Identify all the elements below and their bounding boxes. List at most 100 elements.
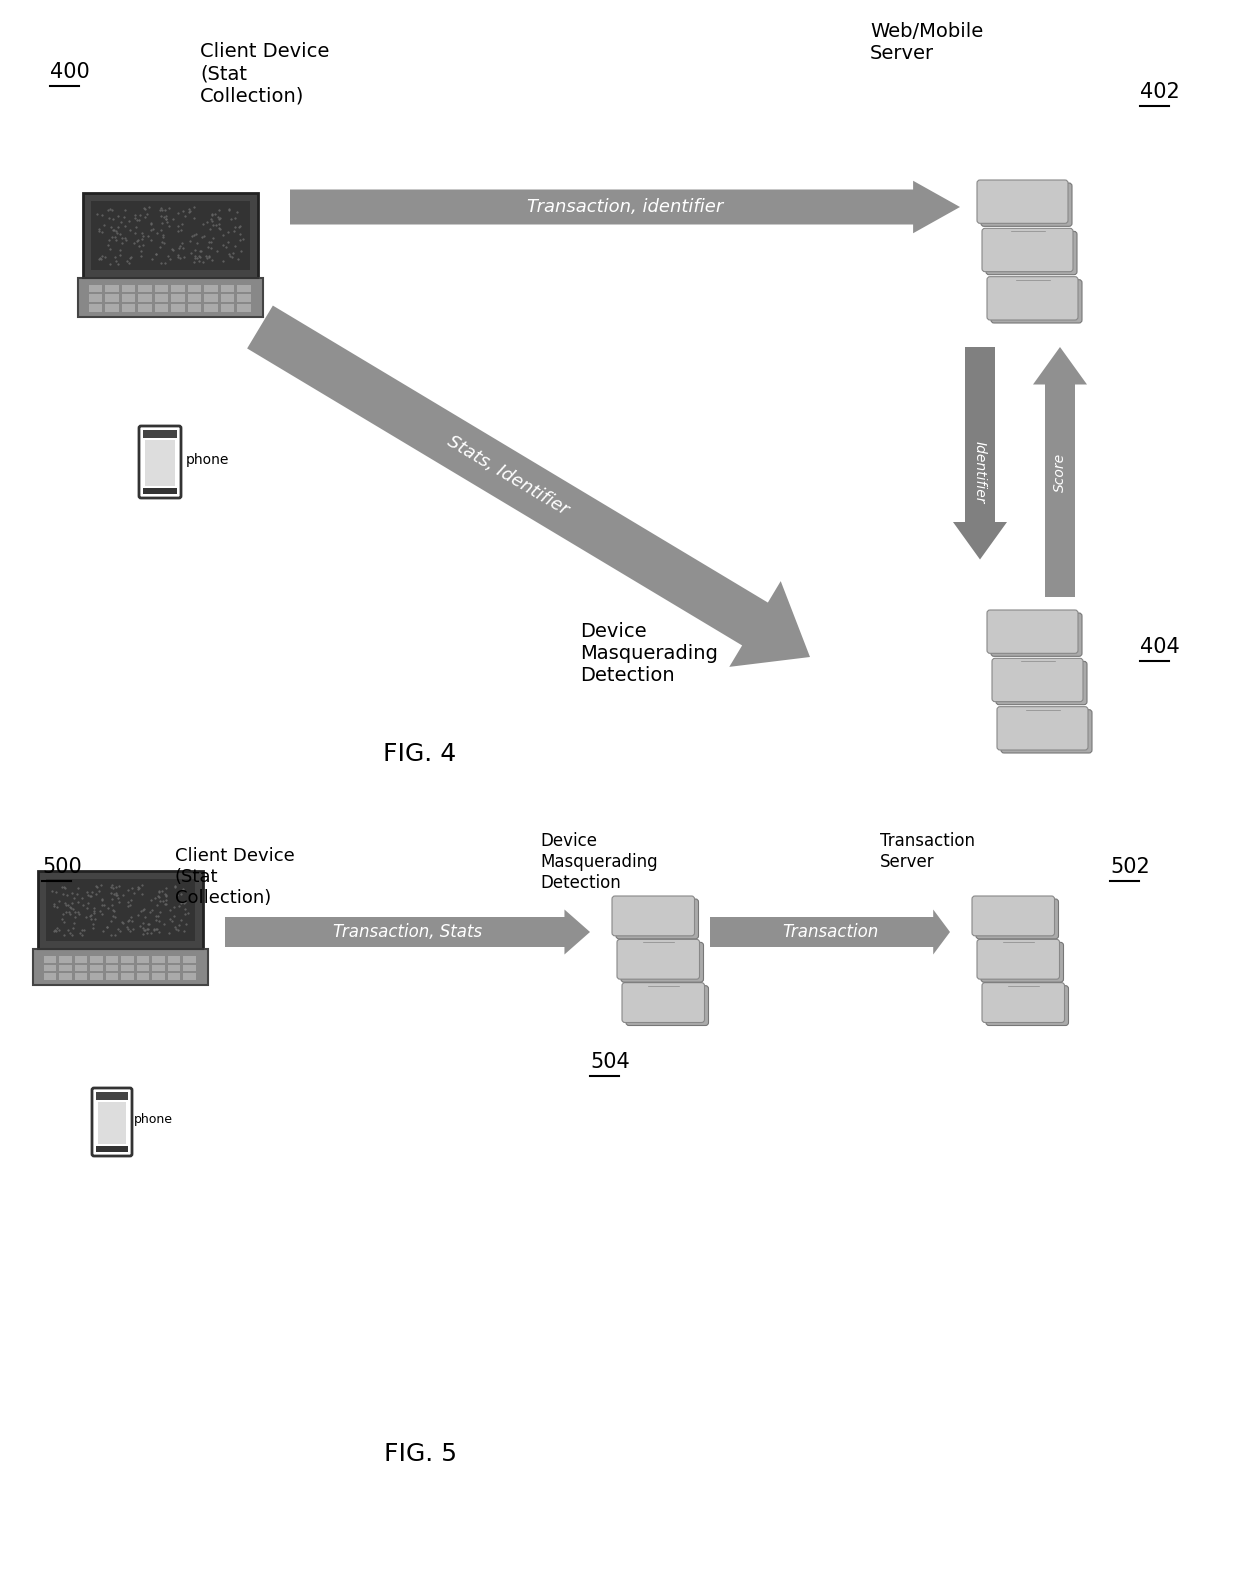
- Point: [53, 923, 73, 948]
- Point: [213, 222, 233, 248]
- Point: [231, 213, 250, 238]
- Point: [144, 918, 164, 943]
- Point: [184, 205, 203, 230]
- Point: [104, 899, 124, 924]
- Point: [89, 219, 109, 244]
- Point: [91, 244, 110, 270]
- Point: [83, 880, 103, 905]
- Bar: [105, 973, 118, 979]
- Point: [63, 910, 83, 935]
- Point: [141, 227, 161, 252]
- Point: [102, 923, 122, 948]
- Point: [155, 230, 175, 255]
- Point: [155, 891, 175, 916]
- Point: [210, 211, 229, 237]
- Point: [130, 913, 150, 938]
- Point: [100, 908, 120, 934]
- Text: Client Device
(Stat
Collection): Client Device (Stat Collection): [200, 43, 330, 106]
- FancyBboxPatch shape: [982, 229, 1073, 271]
- Bar: [91, 956, 103, 962]
- Point: [135, 197, 155, 222]
- Point: [122, 904, 141, 929]
- Point: [148, 221, 167, 246]
- Point: [181, 240, 201, 265]
- Point: [92, 202, 112, 227]
- Point: [143, 246, 162, 271]
- Point: [229, 214, 249, 240]
- Point: [169, 235, 188, 260]
- Point: [95, 244, 115, 270]
- Point: [153, 888, 172, 913]
- Point: [146, 904, 166, 929]
- Point: [60, 919, 79, 945]
- Point: [98, 896, 118, 921]
- Point: [108, 203, 128, 229]
- FancyBboxPatch shape: [77, 278, 263, 317]
- Point: [108, 916, 128, 941]
- Bar: [88, 284, 102, 292]
- Point: [218, 196, 238, 221]
- Point: [84, 907, 104, 932]
- Point: [169, 213, 188, 238]
- Point: [73, 893, 93, 918]
- Point: [165, 894, 185, 919]
- Bar: [221, 295, 234, 301]
- Text: Device
Masquerading
Detection: Device Masquerading Detection: [580, 621, 718, 684]
- Bar: [187, 284, 201, 292]
- Point: [167, 883, 187, 908]
- Point: [146, 916, 166, 941]
- Point: [112, 208, 131, 233]
- Point: [139, 912, 159, 937]
- FancyBboxPatch shape: [977, 940, 1059, 979]
- Point: [87, 882, 107, 907]
- Point: [148, 893, 167, 918]
- Bar: [167, 956, 180, 962]
- FancyArrow shape: [1033, 347, 1087, 598]
- Point: [153, 222, 172, 248]
- FancyBboxPatch shape: [621, 943, 703, 982]
- Point: [140, 888, 160, 913]
- Bar: [171, 284, 185, 292]
- Point: [102, 893, 122, 918]
- Point: [203, 226, 223, 251]
- Point: [156, 893, 176, 918]
- Point: [113, 910, 133, 935]
- Bar: [43, 973, 56, 979]
- Point: [76, 905, 95, 930]
- Text: 500: 500: [42, 856, 82, 877]
- Point: [61, 896, 81, 921]
- Point: [159, 214, 179, 240]
- Point: [119, 208, 139, 233]
- Point: [166, 916, 186, 941]
- FancyBboxPatch shape: [618, 940, 699, 979]
- Point: [190, 243, 210, 268]
- FancyBboxPatch shape: [981, 183, 1073, 227]
- Point: [229, 222, 249, 248]
- Bar: [122, 304, 135, 312]
- Point: [155, 882, 175, 907]
- Point: [92, 219, 112, 244]
- Point: [60, 900, 79, 926]
- Point: [128, 874, 148, 899]
- Point: [110, 243, 130, 268]
- Point: [206, 213, 226, 238]
- FancyBboxPatch shape: [987, 610, 1078, 653]
- Point: [107, 880, 126, 905]
- Bar: [136, 973, 149, 979]
- Point: [185, 194, 205, 219]
- Point: [100, 875, 120, 900]
- Point: [92, 888, 112, 913]
- Point: [103, 875, 123, 900]
- Bar: [43, 965, 56, 971]
- Point: [110, 918, 130, 943]
- Point: [53, 874, 73, 899]
- Point: [141, 897, 161, 923]
- FancyArrow shape: [711, 910, 950, 954]
- Bar: [105, 304, 119, 312]
- Point: [107, 248, 126, 273]
- Point: [112, 910, 131, 935]
- Point: [198, 230, 218, 255]
- Bar: [46, 878, 195, 941]
- Point: [224, 233, 244, 259]
- Point: [89, 246, 109, 271]
